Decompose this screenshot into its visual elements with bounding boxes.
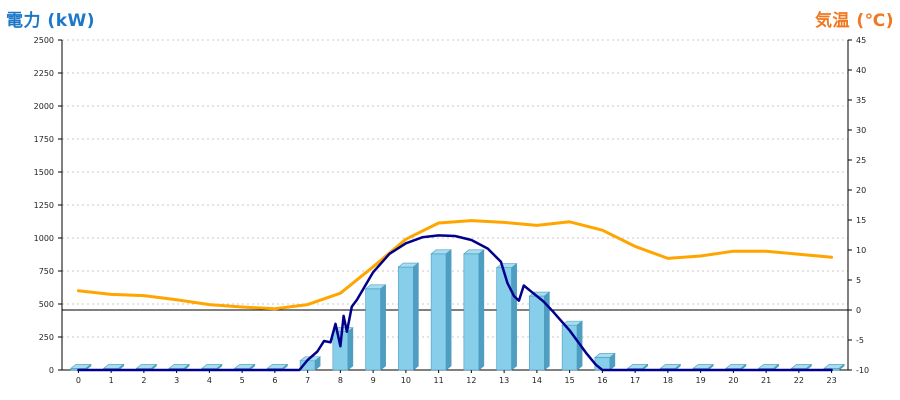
right-axis-tick-label: 35 bbox=[856, 96, 866, 105]
left-axis-tick-label: 2250 bbox=[34, 69, 54, 78]
right-axis-tick-label: 30 bbox=[856, 126, 866, 135]
power-bar-side bbox=[347, 327, 354, 371]
right-axis-tick-label: 20 bbox=[856, 186, 866, 195]
right-axis-tick-label: 0 bbox=[856, 306, 861, 315]
x-axis-tick-label: 13 bbox=[499, 376, 509, 385]
power-bar bbox=[463, 253, 480, 371]
x-axis-tick-label: 22 bbox=[794, 376, 804, 385]
x-axis-tick-label: 2 bbox=[141, 376, 146, 385]
power-bar-side bbox=[478, 249, 485, 371]
left-axis-tick-label: 0 bbox=[49, 366, 54, 375]
x-axis-tick-label: 0 bbox=[76, 376, 81, 385]
x-axis-tick-label: 21 bbox=[761, 376, 771, 385]
x-axis-tick-label: 8 bbox=[338, 376, 343, 385]
power-bar-side bbox=[380, 284, 386, 371]
right-axis-tick-label: 40 bbox=[856, 66, 866, 75]
power-bar-side bbox=[609, 352, 616, 371]
x-axis-tick-label: 6 bbox=[272, 376, 277, 385]
left-axis-tick-label: 2500 bbox=[34, 36, 54, 45]
power-bar bbox=[430, 253, 447, 371]
x-axis-tick-label: 20 bbox=[728, 376, 738, 385]
x-axis-tick-label: 16 bbox=[597, 376, 607, 385]
power-bar-side bbox=[445, 249, 452, 371]
power-bar-side bbox=[314, 356, 321, 371]
x-axis-tick-label: 18 bbox=[663, 376, 673, 385]
right-axis-title: 気温 (℃) bbox=[814, 11, 894, 31]
x-axis-tick-label: 11 bbox=[434, 376, 444, 385]
right-axis-tick-label: -10 bbox=[856, 366, 869, 375]
left-axis-tick-label: 1750 bbox=[34, 135, 54, 144]
power-bar bbox=[529, 295, 545, 371]
x-axis-tick-label: 1 bbox=[109, 376, 114, 385]
power-bar bbox=[398, 266, 414, 371]
left-axis-tick-label: 750 bbox=[39, 267, 54, 276]
x-axis-tick-label: 9 bbox=[371, 376, 376, 385]
power-bar-side bbox=[511, 263, 517, 371]
left-axis-tick-label: 500 bbox=[39, 300, 54, 309]
x-axis-tick-label: 4 bbox=[207, 376, 212, 385]
x-axis-tick-label: 14 bbox=[532, 376, 542, 385]
right-axis-tick-label: -5 bbox=[856, 336, 864, 345]
right-axis-tick-label: 45 bbox=[856, 36, 866, 45]
right-axis-tick-label: 5 bbox=[856, 276, 861, 285]
power-bar bbox=[594, 357, 611, 371]
x-axis-tick-label: 17 bbox=[630, 376, 640, 385]
x-axis-tick-label: 19 bbox=[696, 376, 706, 385]
left-axis-tick-label: 1500 bbox=[34, 168, 54, 177]
right-axis-tick-label: 25 bbox=[856, 156, 866, 165]
left-axis-tick-label: 2000 bbox=[34, 102, 54, 111]
right-axis-tick-label: 10 bbox=[856, 246, 866, 255]
x-axis-tick-label: 23 bbox=[827, 376, 837, 385]
power-bar bbox=[496, 267, 512, 371]
power-bar-side bbox=[413, 262, 419, 371]
x-axis-tick-label: 3 bbox=[174, 376, 179, 385]
x-axis-tick-label: 10 bbox=[401, 376, 411, 385]
power-bar-side bbox=[838, 363, 845, 371]
power-line bbox=[77, 234, 833, 372]
x-axis-tick-label: 12 bbox=[466, 376, 476, 385]
power-bar bbox=[365, 288, 381, 371]
left-axis-tick-label: 1000 bbox=[34, 234, 54, 243]
right-axis-tick-label: 15 bbox=[856, 216, 866, 225]
left-axis-tick-label: 250 bbox=[39, 333, 54, 342]
power-bar-side bbox=[544, 291, 550, 371]
x-axis-tick-label: 15 bbox=[565, 376, 575, 385]
left-axis-title: 電力 (kW) bbox=[6, 11, 96, 31]
left-axis-tick-label: 1250 bbox=[34, 201, 54, 210]
x-axis-tick-label: 7 bbox=[305, 376, 310, 385]
temperature-line bbox=[76, 219, 834, 311]
x-axis-tick-label: 5 bbox=[240, 376, 245, 385]
